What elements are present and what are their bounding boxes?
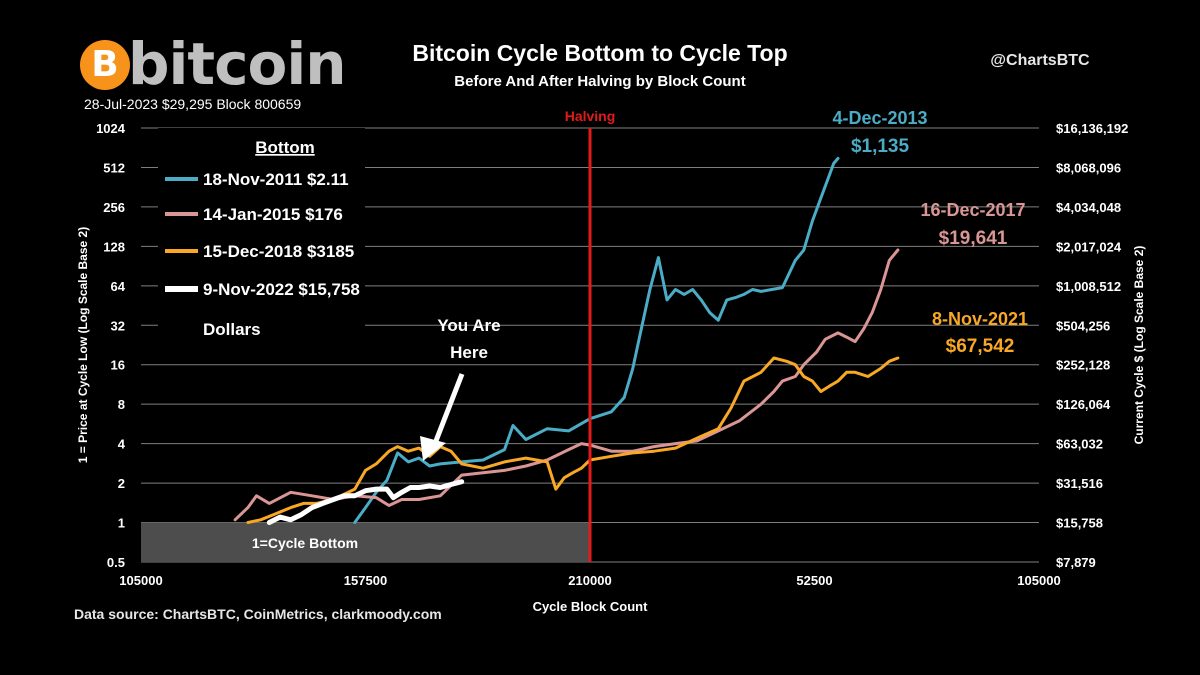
x-tick-label: 105000	[1017, 573, 1060, 588]
y-tick-label: 4	[118, 437, 126, 452]
annotation-date-2013: 4-Dec-2013	[832, 108, 927, 128]
legend-label: 18-Nov-2011 $2.11	[203, 170, 349, 189]
y-tick-label: 32	[111, 318, 125, 333]
y2-tick-label: $15,758	[1056, 516, 1103, 531]
y2-tick-label: $252,128	[1056, 358, 1110, 373]
bitcoin-coin-icon	[80, 40, 130, 90]
you-are-here-line2: Here	[450, 343, 488, 362]
legend-label: 15-Dec-2018 $3185	[203, 242, 354, 261]
series-line	[266, 479, 465, 525]
y-tick-label: 0.5	[107, 555, 125, 570]
you-are-here-line1: You Are	[437, 316, 500, 335]
price-block-caption: 28-Jul-2023 $29,295 Block 800659	[84, 96, 302, 112]
y2-tick-label: $2,017,024	[1056, 239, 1122, 254]
series-lines	[233, 156, 900, 525]
y2-tick-label: $63,032	[1056, 437, 1103, 452]
annotation-price-2017: $19,641	[939, 228, 1008, 249]
y2-tick-label: $16,136,192	[1056, 121, 1128, 136]
y-axis-right: $7,879 $15,758 $31,516 $63,032 $126,064 $252,…	[1056, 121, 1128, 570]
annotation-date-2021: 8-Nov-2021	[932, 309, 1028, 329]
y-tick-label: 64	[111, 279, 126, 294]
annotations: 4-Dec-2013 $1,135 16-Dec-2017 $19,641 8-Nov-…	[437, 108, 1028, 362]
cycle-bottom-label: 1=Cycle Bottom	[252, 535, 358, 551]
chart-subtitle: Before And After Halving by Block Count	[454, 73, 746, 90]
y-tick-label: 16	[111, 358, 125, 373]
series-line	[353, 156, 840, 524]
y2-tick-label: $1,008,512	[1056, 279, 1121, 294]
series-line	[246, 356, 900, 524]
annotation-price-2021: $67,542	[946, 336, 1015, 357]
y-axis-label: 1 = Price at Cycle Low (Log Scale Base 2…	[76, 227, 90, 463]
legend-label: 14-Jan-2015 $176	[203, 205, 343, 224]
x-tick-label: 210000	[568, 573, 611, 588]
legend-background	[158, 128, 365, 348]
y2-axis-label: Current Cycle $ (Log Scale Base 2)	[1132, 246, 1146, 445]
x-tick-label: 105000	[119, 573, 162, 588]
y2-tick-label: $4,034,048	[1056, 200, 1121, 215]
x-axis-label: Cycle Block Count	[533, 599, 649, 614]
annotation-date-2017: 16-Dec-2017	[920, 200, 1025, 220]
legend-label: 9-Nov-2022 $15,758	[203, 280, 360, 299]
y-tick-label: 1	[118, 516, 125, 531]
you-are-here-arrow	[420, 373, 465, 461]
x-tick-label: 157500	[344, 573, 387, 588]
y-tick-label: 512	[103, 160, 125, 175]
y2-tick-label: $7,879	[1056, 555, 1096, 570]
halving-label: Halving	[565, 108, 616, 124]
y-tick-label: 1024	[96, 121, 126, 136]
y-axis-left: 0.5 1 2 4 8 16 32 64 128 256 512 1024	[96, 121, 126, 570]
bitcoin-symbol: B	[91, 44, 119, 85]
y2-tick-label: $31,516	[1056, 476, 1103, 491]
y-tick-label: 256	[103, 200, 125, 215]
arrow-shaft	[431, 373, 465, 447]
legend-footer: Dollars	[203, 320, 261, 339]
chart-title: Bitcoin Cycle Bottom to Cycle Top	[412, 40, 788, 66]
x-axis: 105000 157500 210000 52500 105000	[119, 573, 1060, 588]
y-tick-label: 128	[103, 239, 125, 254]
legend-title: Bottom	[255, 138, 314, 157]
y-tick-label: 8	[118, 397, 125, 412]
bitcoin-logo-text: bitcoin	[128, 30, 347, 98]
cycle-bottom-shading	[141, 522, 590, 562]
arrow-head	[420, 436, 446, 461]
legend: Bottom 18-Nov-2011 $2.11 14-Jan-2015 $176 1…	[158, 128, 365, 348]
y-tick-label: 2	[118, 476, 125, 491]
y2-tick-label: $126,064	[1056, 397, 1111, 412]
x-tick-label: 52500	[796, 573, 832, 588]
data-source: Data source: ChartsBTC, CoinMetrics, cla…	[74, 606, 442, 622]
y2-tick-label: $504,256	[1056, 318, 1110, 333]
annotation-price-2013: $1,135	[851, 136, 910, 157]
y2-tick-label: $8,068,096	[1056, 160, 1121, 175]
author-handle: @ChartsBTC	[990, 52, 1090, 69]
